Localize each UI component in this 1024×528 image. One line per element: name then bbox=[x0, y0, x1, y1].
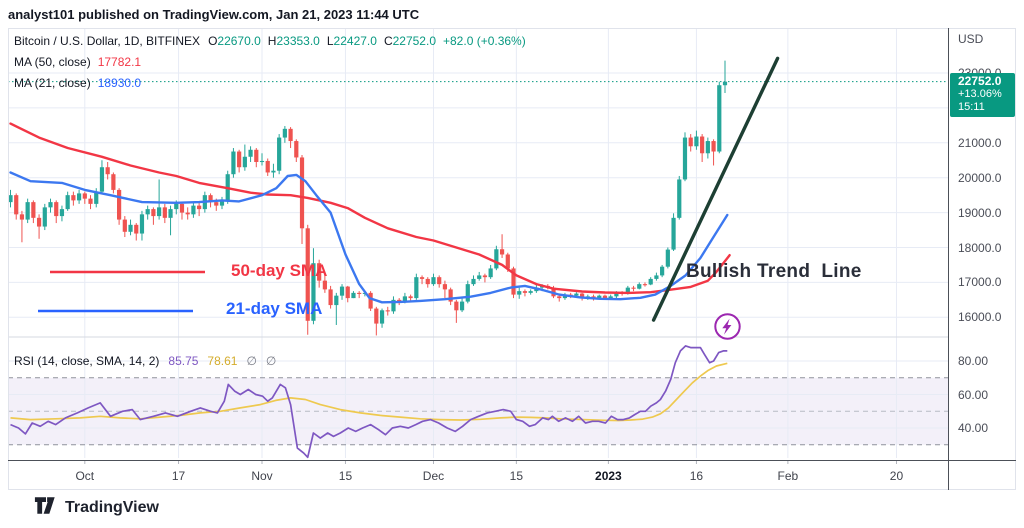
ohlc-low: L22427.0 bbox=[326, 34, 377, 48]
badge-change-pct: +13.06% bbox=[958, 87, 1002, 100]
price-tick-label: 18000.0 bbox=[958, 240, 1002, 255]
badge-price: 22752.0 bbox=[958, 73, 1002, 88]
trend-line-annotation-label[interactable]: Bullish Trend Line bbox=[686, 261, 862, 282]
badge-time: 15:11 bbox=[958, 100, 985, 113]
tradingview-wordmark: TradingView bbox=[65, 499, 159, 516]
ohlc-close: C22752.0 bbox=[383, 34, 436, 48]
ma50-label: MA (50, close) bbox=[14, 55, 91, 69]
change-value: +82.0 (+0.36%) bbox=[443, 34, 526, 48]
time-axis[interactable]: Oct 17 Nov 15 Dec 15 2023 16 Feb 20 bbox=[8, 460, 948, 490]
tradingview-logo-icon bbox=[34, 496, 58, 520]
rsi-tick-label: 60.00 bbox=[958, 387, 989, 402]
rsi-legend-row: RSI (14, close, SMA, 14, 2) 85.75 78.61 ∅ ∅ bbox=[14, 354, 276, 368]
ma21-line bbox=[9, 171, 729, 304]
ma50-legend-row: MA (50, close) 17782.1 bbox=[14, 55, 141, 69]
time-tick-label: 17 bbox=[171, 469, 186, 483]
time-tick-label: 15 bbox=[509, 469, 524, 483]
time-tick-label: 15 bbox=[338, 469, 353, 483]
ma50-line bbox=[9, 122, 731, 295]
ohlc-open: O22670.0 bbox=[208, 34, 261, 48]
price-tick-label: 19000.0 bbox=[958, 205, 1002, 220]
rsi-tick-label: 80.00 bbox=[958, 354, 989, 368]
time-tick-label: 16 bbox=[689, 469, 704, 483]
price-tick-label: 16000.0 bbox=[958, 310, 1002, 325]
last-price-badge: 22752.0 +13.06% 15:11 bbox=[950, 72, 1015, 117]
candles-layer bbox=[8, 60, 728, 336]
published-byline: analyst101 published on TradingView.com,… bbox=[8, 7, 420, 22]
rsi-empty-symbol-1: ∅ bbox=[246, 354, 257, 368]
rsi-title: RSI (14, close, SMA, 14, 2) bbox=[14, 354, 160, 368]
price-tick-label: 21000.0 bbox=[958, 135, 1002, 150]
ohlc-high: H23353.0 bbox=[267, 34, 320, 48]
rsi-tick-label: 40.00 bbox=[958, 421, 989, 435]
time-tick-label: 20 bbox=[889, 469, 904, 483]
ma50-value: 17782.1 bbox=[97, 55, 142, 69]
rsi-ma-line bbox=[10, 362, 728, 422]
symbol-legend-row: Bitcoin / U.S. Dollar, 1D, BITFINEX O2267… bbox=[14, 34, 526, 48]
sma21-annotation-label[interactable]: 21-day SMA bbox=[226, 299, 323, 318]
price-tick-label: 20000.0 bbox=[958, 170, 1002, 185]
symbol-title: Bitcoin / U.S. Dollar, 1D, BITFINEX bbox=[14, 34, 201, 48]
rsi-line bbox=[10, 345, 728, 459]
time-tick-label: Oct bbox=[75, 469, 95, 483]
ma21-legend-row: MA (21, close) 18930.0 bbox=[14, 76, 141, 90]
price-axis-unit: USD bbox=[958, 32, 984, 46]
bullish-trend-line bbox=[651, 56, 780, 322]
time-tick-label: Feb bbox=[777, 469, 799, 483]
time-tick-label: 2023 bbox=[595, 469, 622, 483]
sma50-annotation-label[interactable]: 50-day SMA bbox=[231, 261, 328, 280]
ma21-value: 18930.0 bbox=[97, 76, 142, 90]
price-axis[interactable]: USD 22752.0 +13.06% 15:11 23000.021000.0… bbox=[949, 28, 1016, 460]
ma21-label: MA (21, close) bbox=[14, 76, 91, 90]
time-tick-label: Dec bbox=[422, 469, 445, 483]
rsi-empty-symbol-2: ∅ bbox=[265, 354, 277, 368]
rsi-value: 85.75 bbox=[168, 354, 199, 368]
price-tick-label: 17000.0 bbox=[958, 275, 1002, 290]
time-tick-label: Nov bbox=[251, 469, 273, 483]
flash-icon[interactable] bbox=[713, 312, 742, 346]
rsi-ma-value: 78.61 bbox=[207, 354, 238, 368]
tradingview-footer[interactable]: TradingView bbox=[34, 496, 159, 520]
